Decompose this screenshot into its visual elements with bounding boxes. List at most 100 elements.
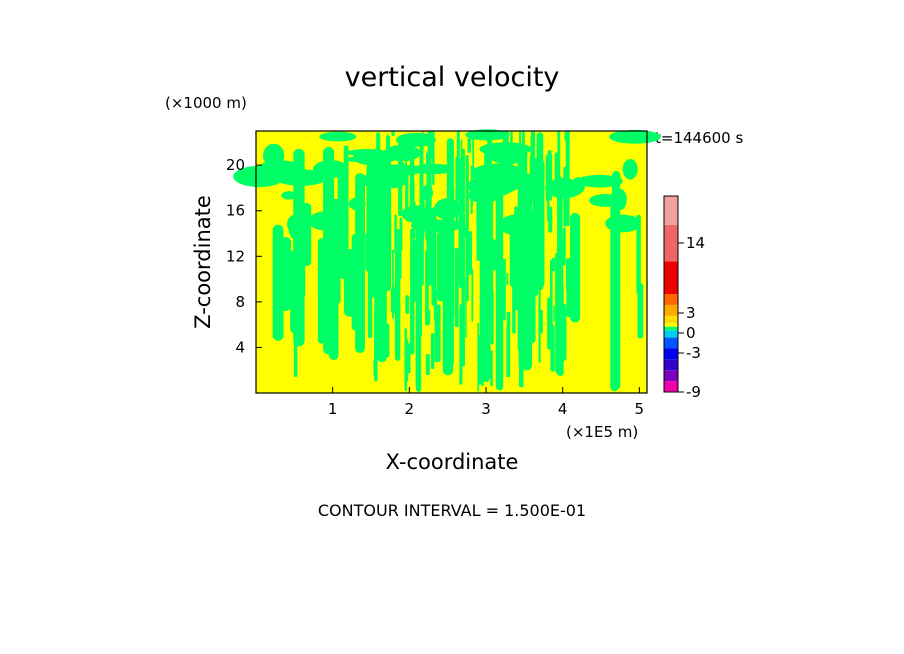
- chart-title: vertical velocity: [345, 62, 560, 93]
- negative-velocity-streak: [464, 224, 468, 238]
- negative-velocity-cell: [308, 211, 340, 231]
- x-units-label: (×1E5 m): [566, 423, 638, 441]
- negative-velocity-streak: [500, 302, 503, 325]
- y-tick-label: 16: [226, 202, 245, 220]
- negative-velocity-streak: [388, 214, 392, 256]
- y-axis: 4 8 12 16 20: [226, 156, 262, 356]
- negative-velocity-cell: [467, 175, 516, 197]
- y-tick-label: 20: [226, 156, 245, 174]
- negative-velocity-cell: [410, 219, 464, 232]
- colorbar-tick-label: -3: [686, 344, 701, 362]
- negative-velocity-streak: [538, 197, 542, 225]
- negative-velocity-streak: [465, 276, 467, 338]
- negative-velocity-streak: [486, 306, 489, 383]
- negative-velocity-streak: [425, 354, 430, 376]
- negative-velocity-band: [293, 148, 305, 347]
- colorbar-segment: [664, 294, 678, 305]
- negative-velocity-streak: [411, 243, 417, 303]
- negative-velocity-streak: [415, 254, 419, 281]
- negative-velocity-band: [280, 236, 292, 312]
- negative-velocity-streak: [454, 247, 459, 328]
- negative-velocity-streak: [374, 308, 378, 382]
- negative-velocity-streak: [468, 230, 472, 275]
- negative-velocity-streak: [564, 131, 569, 142]
- colorbar-segment: [664, 323, 678, 327]
- negative-velocity-streak: [490, 350, 493, 387]
- negative-velocity-streak: [371, 223, 374, 269]
- y-tick-label: 12: [226, 247, 245, 265]
- negative-velocity-cell: [622, 158, 638, 180]
- colorbar-segment: [664, 261, 678, 294]
- negative-velocity-cell: [286, 213, 310, 235]
- negative-velocity-streak: [479, 313, 484, 333]
- negative-velocity-streak: [429, 249, 434, 271]
- negative-velocity-cell: [499, 214, 536, 236]
- colorbar-segment: [664, 196, 678, 226]
- negative-velocity-cell: [401, 205, 432, 223]
- negative-velocity-streak: [433, 289, 438, 322]
- negative-velocity-streak: [380, 234, 383, 304]
- negative-velocity-streak: [459, 307, 463, 385]
- negative-velocity-streak: [444, 219, 449, 271]
- negative-velocity-streak: [436, 304, 441, 362]
- x-tick-label: 2: [405, 400, 415, 418]
- negative-velocity-streak: [547, 297, 552, 350]
- negative-velocity-cell: [275, 169, 327, 186]
- negative-velocity-cell: [398, 133, 413, 157]
- negative-velocity-streak: [555, 286, 558, 319]
- negative-velocity-streak: [467, 137, 472, 153]
- negative-velocity-streak: [506, 272, 509, 286]
- y-axis-label: Z-coordinate: [191, 195, 215, 329]
- x-tick-label: 5: [635, 400, 645, 418]
- negative-velocity-cell: [479, 142, 532, 157]
- negative-velocity-cell: [613, 188, 627, 211]
- negative-velocity-streak: [545, 154, 550, 202]
- negative-velocity-streak: [559, 281, 563, 337]
- negative-velocity-cell: [420, 185, 434, 201]
- negative-velocity-streak: [562, 304, 567, 361]
- negative-velocity-cell: [605, 214, 641, 233]
- plot-area: [233, 129, 661, 394]
- negative-velocity-cell: [348, 197, 366, 211]
- colorbar-segment: [664, 359, 678, 371]
- negative-velocity-streak: [385, 323, 390, 358]
- colorbar-segment: [664, 330, 678, 338]
- negative-velocity-cell: [430, 205, 454, 216]
- colorbar-tick-label: -9: [686, 383, 701, 401]
- negative-velocity-streak: [484, 243, 487, 320]
- negative-velocity-cell: [412, 163, 455, 175]
- negative-velocity-cell: [345, 155, 397, 163]
- negative-velocity-streak: [472, 131, 475, 173]
- velocity-field: [233, 129, 661, 392]
- y-units-label: (×1000 m): [165, 94, 247, 112]
- negative-velocity-streak: [430, 333, 435, 370]
- negative-velocity-streak: [407, 343, 411, 374]
- negative-velocity-streak: [394, 214, 397, 255]
- negative-velocity-cell: [360, 171, 409, 189]
- negative-velocity-streak: [565, 259, 570, 291]
- x-tick-label: 3: [481, 400, 491, 418]
- colorbar-tick-label: 14: [686, 234, 705, 252]
- colorbar-segment: [664, 315, 678, 324]
- colorbar-tick-label: 0: [686, 324, 696, 342]
- negative-velocity-streak: [519, 315, 524, 388]
- negative-velocity-cell: [609, 129, 661, 144]
- negative-velocity-streak: [477, 348, 480, 362]
- negative-velocity-streak: [460, 139, 463, 198]
- x-tick-label: 4: [558, 400, 568, 418]
- plot-frame: [255, 130, 648, 394]
- negative-velocity-band: [637, 283, 644, 339]
- x-axis: 1 2 3 4 5: [328, 387, 644, 418]
- negative-velocity-streak: [477, 226, 481, 246]
- negative-velocity-cell: [576, 174, 623, 188]
- negative-velocity-streak: [502, 258, 506, 321]
- y-tick-label: 4: [235, 338, 245, 356]
- negative-velocity-streak: [495, 249, 501, 290]
- negative-velocity-streak: [531, 327, 534, 344]
- colorbar-segment: [664, 348, 678, 360]
- negative-velocity-streak: [415, 308, 420, 387]
- negative-velocity-cell: [589, 194, 622, 207]
- colorbar-tick-label: 3: [686, 304, 696, 322]
- negative-velocity-band: [329, 281, 339, 360]
